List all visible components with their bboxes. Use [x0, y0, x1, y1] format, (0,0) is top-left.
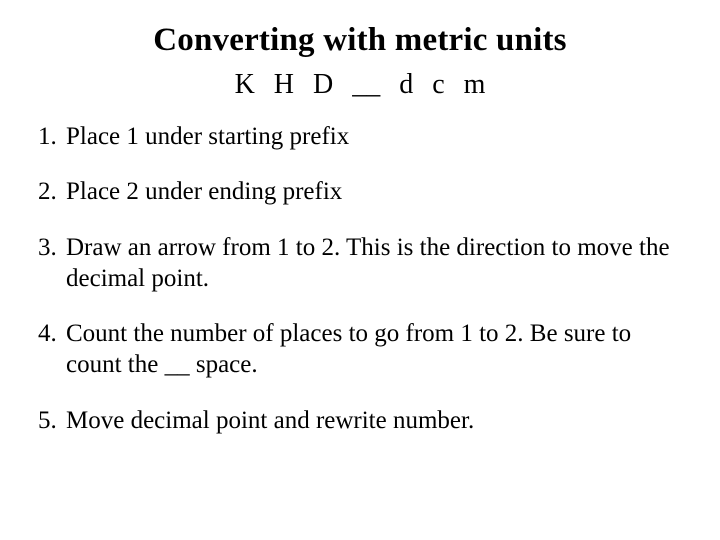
- prefix-row: K H D __ d c m: [38, 69, 682, 101]
- steps-list: Place 1 under starting prefix Place 2 un…: [38, 121, 682, 436]
- list-item: Place 2 under ending prefix: [58, 176, 682, 207]
- page-title: Converting with metric units: [38, 22, 682, 59]
- list-item: Move decimal point and rewrite number.: [58, 405, 682, 436]
- list-item: Count the number of places to go from 1 …: [58, 318, 682, 381]
- list-item: Draw an arrow from 1 to 2. This is the d…: [58, 232, 682, 295]
- slide: Converting with metric units K H D __ d …: [0, 0, 720, 540]
- list-item: Place 1 under starting prefix: [58, 121, 682, 152]
